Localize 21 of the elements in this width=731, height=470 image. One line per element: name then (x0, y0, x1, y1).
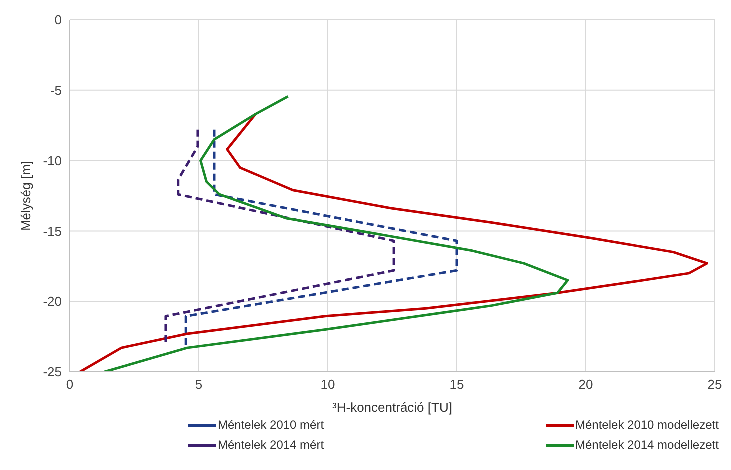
x-tick-label: 10 (320, 377, 336, 392)
y-tick-label: -5 (50, 83, 62, 98)
x-tick-label: 0 (66, 377, 74, 392)
y-tick-label: -10 (43, 153, 62, 168)
x-axis-title: ³H-koncentráció [TU] (332, 400, 452, 415)
x-tick-label: 15 (450, 377, 464, 392)
legend-label: Méntelek 2010 modellezett (574, 418, 720, 432)
x-tick-label: 20 (578, 377, 594, 392)
y-tick-label: -20 (43, 294, 62, 310)
y-tick-label: -25 (43, 364, 62, 380)
legend-label: Méntelek 2010 mért (217, 418, 326, 432)
legend-label: Méntelek 2014 mért (217, 438, 326, 452)
line-series (104, 95, 570, 372)
y-axis-title: Mélység [m] (18, 160, 34, 232)
line-series (79, 113, 709, 372)
x-tick-label: 25 (708, 377, 722, 392)
y-tick-label: 0 (54, 12, 62, 28)
x-tick-label: 5 (195, 377, 203, 392)
legend-label: Méntelek 2014 modellezett (574, 438, 720, 452)
line-series (184, 128, 458, 346)
y-tick-label: -15 (43, 224, 62, 239)
